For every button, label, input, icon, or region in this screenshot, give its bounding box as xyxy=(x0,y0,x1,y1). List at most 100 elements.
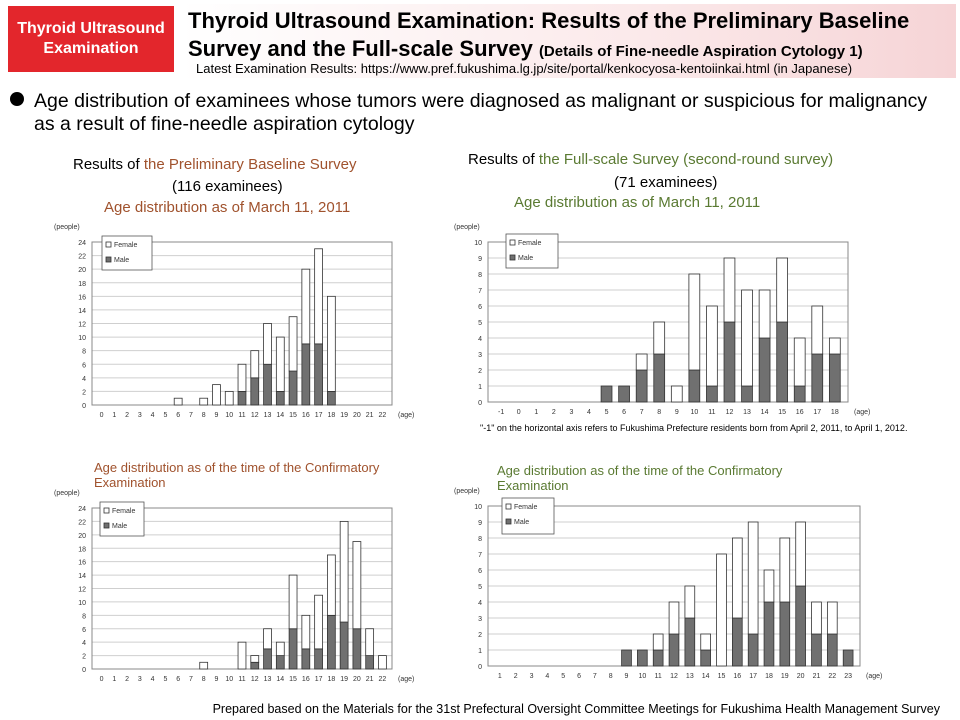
section-badge: Thyroid Ultrasound Examination xyxy=(8,6,174,72)
x-tick-label: 3 xyxy=(530,673,534,680)
chart4-title: Age distribution as of the time of the C… xyxy=(497,463,783,493)
legend-swatch-female xyxy=(103,507,110,514)
x-tick-label: 18 xyxy=(327,676,335,683)
x-tick-label: 8 xyxy=(657,409,661,416)
bar-male xyxy=(250,377,260,406)
bar-female xyxy=(378,655,387,670)
x-tick-label: 6 xyxy=(176,412,180,419)
x-tick-label: 16 xyxy=(302,676,310,683)
left-examinees: (116 examinees) xyxy=(172,178,283,195)
page-title-sub: (Details of Fine-needle Aspiration Cytol… xyxy=(538,43,863,60)
y-tick-label: 10 xyxy=(474,504,482,511)
y-axis-label: (people) xyxy=(454,488,480,495)
x-tick-label: 14 xyxy=(702,673,710,680)
x-tick-label: 18 xyxy=(765,673,773,680)
y-tick-label: 2 xyxy=(82,654,86,661)
bar-female xyxy=(635,353,648,371)
x-tick-label: 2 xyxy=(514,673,518,680)
legend-label-female: Female xyxy=(114,242,137,249)
y-tick-label: 10 xyxy=(78,335,86,342)
bar-female xyxy=(352,541,362,630)
legend-swatch-male xyxy=(505,518,512,525)
bar-female xyxy=(327,295,336,392)
bar-female xyxy=(301,614,311,650)
bar-female xyxy=(793,337,806,387)
bar-female xyxy=(723,257,736,323)
x-axis-label: (age) xyxy=(398,676,414,683)
bar-male xyxy=(250,661,260,670)
bar-male xyxy=(826,633,838,667)
bar-male xyxy=(637,649,648,667)
y-tick-label: 16 xyxy=(78,560,86,567)
bar-male xyxy=(723,321,736,403)
bullet-icon xyxy=(10,92,24,106)
x-tick-label: 15 xyxy=(289,412,297,419)
x-tick-label: 10 xyxy=(225,412,233,419)
bar-female xyxy=(275,336,285,392)
latest-results-link[interactable]: Latest Examination Results: https://www.… xyxy=(196,61,853,76)
bar-male xyxy=(732,617,743,667)
y-tick-label: 5 xyxy=(478,320,482,327)
y-tick-label: 6 xyxy=(478,568,482,575)
x-tick-label: 7 xyxy=(189,676,193,683)
x-tick-label: 7 xyxy=(593,673,597,680)
y-tick-label: 8 xyxy=(82,349,86,356)
x-tick-label: 19 xyxy=(340,676,348,683)
x-tick-label: 3 xyxy=(138,412,142,419)
x-tick-label: 15 xyxy=(718,673,726,680)
bar-female xyxy=(339,521,349,623)
x-tick-label: 21 xyxy=(813,673,821,680)
bar-male xyxy=(828,353,841,403)
y-tick-label: 4 xyxy=(478,336,482,343)
x-tick-label: 5 xyxy=(163,412,167,419)
bar-female xyxy=(758,289,771,339)
y-axis-label: (people) xyxy=(54,224,80,231)
y-tick-label: 8 xyxy=(478,272,482,279)
y-tick-label: 1 xyxy=(478,384,482,391)
page-title-line2: Survey and the Full-scale Survey (Detail… xyxy=(188,36,863,62)
x-tick-label: 13 xyxy=(743,409,751,416)
y-tick-label: 0 xyxy=(82,403,86,410)
legend-swatch-male xyxy=(105,256,112,263)
x-tick-label: 4 xyxy=(151,412,155,419)
x-tick-label: 16 xyxy=(733,673,741,680)
bar-male xyxy=(237,391,247,406)
chart2-title: Age distribution as of March 11, 2011 xyxy=(514,194,761,211)
bar-female xyxy=(688,273,701,371)
legend-swatch-female xyxy=(505,503,512,510)
x-tick-label: 8 xyxy=(202,412,206,419)
x-tick-label: 3 xyxy=(138,676,142,683)
x-tick-label: 22 xyxy=(379,676,387,683)
y-tick-label: 8 xyxy=(478,536,482,543)
x-axis-label: (age) xyxy=(866,673,882,680)
y-tick-label: 20 xyxy=(78,533,86,540)
y-tick-label: 20 xyxy=(78,267,86,274)
x-tick-label: 1 xyxy=(112,676,116,683)
bar-female xyxy=(763,569,775,603)
bar-female xyxy=(275,641,285,656)
x-tick-label: 8 xyxy=(609,673,613,680)
bar-female xyxy=(741,289,753,387)
x-tick-label: 12 xyxy=(251,676,259,683)
y-tick-label: 0 xyxy=(478,400,482,407)
bar-female xyxy=(684,585,696,619)
bar-female xyxy=(212,384,221,406)
bar-female xyxy=(263,323,272,365)
bar-female xyxy=(706,305,718,387)
bar-female xyxy=(653,321,666,355)
bar-male xyxy=(327,614,336,670)
header-band xyxy=(180,4,956,78)
bar-female xyxy=(237,363,247,392)
y-tick-label: 4 xyxy=(82,640,86,647)
bar-male xyxy=(700,649,711,667)
bar-female xyxy=(288,574,298,630)
footer-source: Prepared based on the Materials for the … xyxy=(212,702,940,716)
legend-swatch-male xyxy=(509,254,516,261)
y-axis-label: (people) xyxy=(54,490,80,497)
bar-female xyxy=(237,641,247,670)
x-tick-label: 10 xyxy=(225,676,233,683)
x-tick-label: 11 xyxy=(238,676,245,683)
x-tick-label: 15 xyxy=(289,676,297,683)
x-tick-label: 3 xyxy=(569,409,573,416)
